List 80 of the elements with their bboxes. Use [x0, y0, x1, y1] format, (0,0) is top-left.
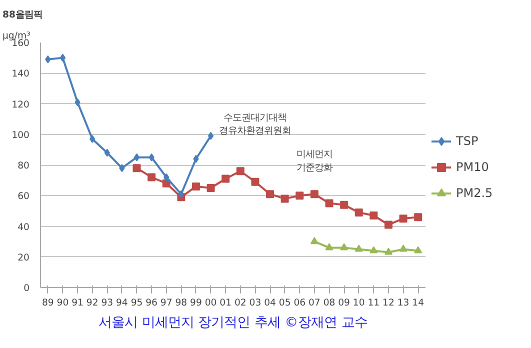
point — [193, 154, 199, 163]
point — [340, 243, 348, 250]
point — [310, 190, 318, 198]
point — [370, 212, 378, 220]
x-tick-label: 12 — [382, 298, 394, 308]
point — [192, 182, 200, 190]
y-tick-label: 100 — [12, 130, 30, 141]
point — [266, 190, 274, 198]
point — [310, 237, 318, 244]
x-tick-label: 96 — [146, 298, 158, 308]
x-tick-label: 06 — [294, 298, 306, 308]
point — [296, 192, 304, 200]
x-tick-label: 14 — [412, 298, 424, 308]
point — [134, 153, 140, 162]
legend-label: PM2.5 — [456, 186, 493, 200]
x-tick-label: 11 — [368, 298, 380, 308]
x-tick-label: 08 — [323, 298, 336, 308]
point — [164, 173, 170, 182]
point — [280, 194, 289, 203]
point — [354, 208, 363, 216]
x-tick-label: 01 — [220, 298, 232, 308]
x-tick-label: 05 — [278, 298, 291, 308]
point — [414, 213, 422, 222]
y-tick-label: 40 — [18, 222, 30, 233]
point — [399, 214, 408, 223]
point — [251, 178, 260, 186]
y-tick-label: 140 — [12, 68, 30, 80]
x-tick-label: 02 — [234, 298, 246, 308]
y-tick-label: 0 — [24, 283, 30, 294]
point — [206, 184, 215, 192]
point — [178, 190, 184, 198]
point — [325, 243, 334, 250]
text: 88올림픽 — [2, 10, 42, 20]
point — [119, 164, 125, 172]
point — [370, 246, 378, 254]
point — [414, 246, 422, 254]
point — [222, 174, 230, 183]
x-tick-label: 90 — [56, 298, 69, 308]
x-tick-label: 97 — [160, 298, 172, 308]
x-tick-label: 92 — [86, 298, 98, 308]
x-tick-label: 95 — [130, 298, 143, 308]
x-tick-label: 99 — [190, 298, 202, 308]
point — [354, 244, 363, 252]
point — [148, 173, 156, 182]
point — [384, 248, 392, 255]
point — [89, 134, 96, 143]
x-tick-label: 91 — [72, 298, 84, 308]
y-tick-label: 60 — [18, 191, 30, 202]
x-tick-label: 10 — [352, 298, 365, 308]
point — [104, 148, 110, 157]
point — [325, 199, 334, 208]
point — [340, 200, 348, 209]
x-tick-label: 00 — [204, 298, 217, 308]
annotation: 미세먼지 기준강화 — [296, 149, 332, 174]
point — [399, 244, 408, 252]
text: 서울시 미세먼지 장기적인 추세 ©장재연 교수 — [98, 316, 368, 330]
point — [74, 98, 80, 106]
point — [208, 132, 214, 140]
x-tick-label: 03 — [249, 298, 262, 308]
y-tick-label: 20 — [18, 252, 30, 264]
point — [60, 54, 66, 62]
y-tick-label: 120 — [12, 99, 30, 110]
point — [132, 164, 141, 172]
y-tick-label: 80 — [18, 160, 30, 172]
x-tick-label: 09 — [338, 298, 350, 308]
x-tick-label: 93 — [101, 298, 114, 308]
x-tick-label: 98 — [175, 298, 188, 308]
point — [45, 55, 51, 64]
point — [384, 220, 392, 229]
y-axis-title: μg/m³ — [2, 30, 31, 42]
annotation: 수도권대기대책 경유차환경위원회 — [219, 112, 292, 137]
legend-label: PM10 — [456, 160, 489, 174]
x-tick-label: 07 — [308, 298, 320, 308]
point — [236, 167, 244, 176]
x-tick-label: 89 — [42, 298, 54, 308]
legend-label: TSP — [456, 134, 478, 148]
x-tick-label: 13 — [397, 298, 410, 308]
x-tick-label: 04 — [264, 298, 276, 308]
point — [148, 153, 154, 162]
x-tick-label: 94 — [116, 298, 128, 308]
